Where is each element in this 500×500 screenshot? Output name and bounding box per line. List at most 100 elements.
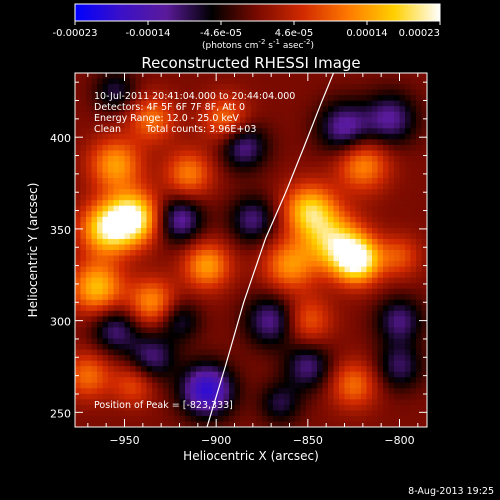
heatmap-cell (295, 338, 302, 345)
heatmap-cell (300, 266, 307, 273)
heatmap-cell (234, 349, 241, 356)
heatmap-cell (317, 277, 324, 284)
heatmap-cell (168, 139, 175, 146)
heatmap-cell (267, 382, 274, 389)
heatmap-cell (317, 393, 324, 400)
heatmap-cell (190, 250, 197, 257)
heatmap-cell (251, 415, 258, 423)
heatmap-cell (157, 111, 164, 118)
heatmap-cell (174, 133, 181, 140)
heatmap-cell (273, 283, 280, 290)
heatmap-cell (207, 250, 214, 257)
heatmap-cell (179, 117, 186, 124)
heatmap-cell (350, 150, 357, 157)
heatmap-cell (284, 272, 291, 279)
heatmap-cell (273, 338, 280, 345)
heatmap-cell (157, 100, 164, 107)
heatmap-cell (124, 371, 131, 378)
heatmap-cell (355, 84, 362, 91)
heatmap-cell (124, 139, 131, 146)
heatmap-cell (207, 150, 214, 157)
heatmap-cell (405, 84, 412, 91)
heatmap-cell (75, 338, 82, 345)
heatmap-cell (80, 211, 87, 218)
heatmap-cell (267, 272, 274, 279)
heatmap-cell (174, 244, 181, 251)
heatmap-cell (207, 299, 214, 306)
heatmap-cell (113, 250, 120, 257)
heatmap-cell (339, 393, 346, 400)
heatmap-cell (344, 261, 351, 268)
heatmap-cell (333, 238, 340, 246)
heatmap-cell (163, 310, 170, 317)
heatmap-cell (234, 211, 241, 218)
heatmap-cell (295, 167, 302, 174)
heatmap-cell (350, 344, 357, 351)
heatmap-cell (146, 305, 153, 312)
heatmap-cell (322, 393, 329, 400)
heatmap-cell (306, 371, 313, 378)
heatmap-cell (86, 73, 93, 80)
heatmap-cell (113, 382, 120, 389)
heatmap-cell (344, 155, 351, 163)
heatmap-cell (366, 233, 373, 240)
heatmap-cell (234, 244, 241, 251)
heatmap-cell (102, 382, 109, 389)
heatmap-cell (256, 283, 263, 290)
heatmap-cell (311, 216, 318, 223)
heatmap-cell (245, 222, 252, 229)
heatmap-cell (278, 238, 285, 246)
heatmap-cell (355, 316, 362, 323)
heatmap-cell (86, 388, 93, 395)
heatmap-cell (135, 349, 142, 356)
heatmap-cell (174, 172, 181, 179)
heatmap-cell (256, 393, 263, 400)
heatmap-cell (102, 128, 109, 135)
heatmap-cell (102, 305, 109, 312)
heatmap-cell (190, 327, 197, 334)
heatmap-cell (355, 233, 362, 240)
heatmap-cell (207, 283, 214, 290)
heatmap-cell (86, 117, 93, 124)
heatmap-cell (317, 366, 324, 373)
heatmap-cell (262, 321, 269, 329)
heatmap-cell (91, 150, 98, 157)
heatmap-cell (196, 415, 203, 423)
heatmap-cell (229, 139, 236, 146)
heatmap-cell (322, 211, 329, 218)
heatmap-cell (146, 288, 153, 295)
heatmap-cell (317, 89, 324, 96)
heatmap-cell (394, 332, 401, 340)
heatmap-cell (311, 111, 318, 118)
heatmap-cell (377, 139, 384, 146)
heatmap-cell (328, 272, 335, 279)
heatmap-cell (119, 404, 126, 412)
heatmap-cell (273, 382, 280, 389)
heatmap-cell (344, 95, 351, 102)
heatmap-cell (229, 377, 236, 384)
heatmap-cell (306, 332, 313, 340)
heatmap-cell (190, 404, 197, 412)
heatmap-cell (135, 310, 142, 317)
heatmap-cell (311, 122, 318, 129)
heatmap-cell (355, 128, 362, 135)
heatmap-cell (410, 404, 417, 412)
heatmap-cell (102, 100, 109, 107)
heatmap-cell (163, 200, 170, 207)
heatmap-cell (119, 399, 126, 406)
heatmap-cell (234, 415, 241, 423)
heatmap-cell (86, 360, 93, 367)
heatmap-cell (410, 244, 417, 251)
heatmap-cell (306, 277, 313, 284)
heatmap-cell (306, 388, 313, 395)
heatmap-cell (295, 371, 302, 378)
heatmap-cell (179, 327, 186, 334)
heatmap-cell (366, 227, 373, 235)
heatmap-cell (146, 410, 153, 417)
heatmap-cell (86, 211, 93, 218)
heatmap-cell (267, 294, 274, 301)
heatmap-cell (240, 399, 247, 406)
heatmap-cell (328, 283, 335, 290)
heatmap-cell (196, 133, 203, 140)
heatmap-cell (245, 200, 252, 207)
